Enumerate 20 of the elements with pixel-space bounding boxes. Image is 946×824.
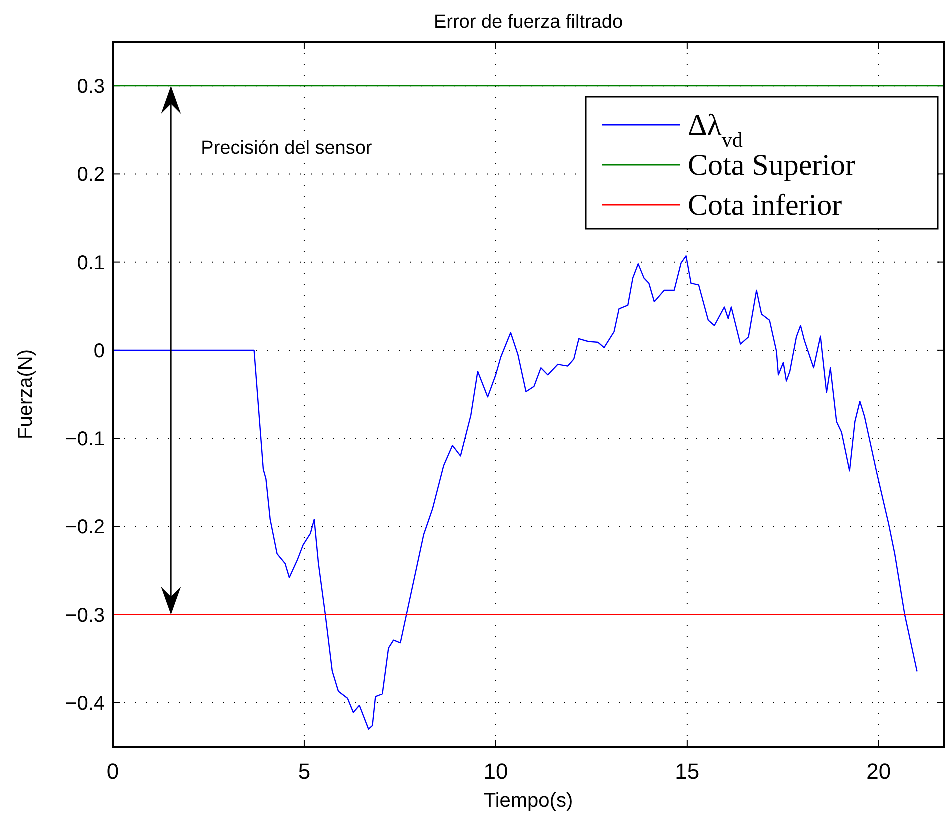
y-tick-label: 0 [94, 340, 105, 362]
legend-label: Cota inferior [688, 189, 842, 222]
line-series [112, 256, 918, 730]
y-tick-label: −0.2 [66, 516, 105, 539]
x-tick-label: 20 [866, 759, 892, 784]
y-tick-label: 0.3 [77, 76, 105, 98]
legend-label: Cota Superior [688, 149, 856, 182]
y-tick-label: 0.1 [77, 252, 105, 274]
x-tick-label: 10 [484, 759, 508, 784]
x-axis-title: Tiempo(s) [484, 790, 574, 812]
x-tick-label: 15 [675, 759, 700, 784]
legend-label: Δλ$_{vd}$ [688, 109, 744, 152]
annotation: Precisión del sensor [201, 138, 373, 160]
y-tick-label: −0.4 [66, 692, 105, 715]
y-axis-title: Fuerza(N) [15, 349, 37, 440]
chart-title: Error de fuerza filtrado [434, 12, 624, 33]
y-tick-label: −0.3 [66, 604, 105, 627]
x-tick-label: 5 [298, 759, 311, 784]
y-tick-label: −0.1 [66, 428, 105, 451]
y-tick-label: 0.2 [77, 164, 105, 186]
